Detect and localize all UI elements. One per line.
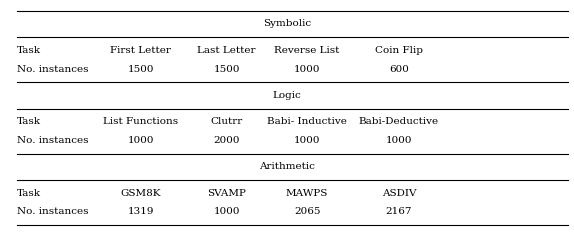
Text: 2000: 2000 (214, 136, 240, 145)
Text: First Letter: First Letter (110, 46, 171, 55)
Text: Last Letter: Last Letter (197, 46, 256, 55)
Text: 1319: 1319 (127, 207, 154, 216)
Text: 1500: 1500 (214, 65, 240, 74)
Text: Task: Task (17, 117, 41, 126)
Text: 1000: 1000 (294, 65, 320, 74)
Text: Clutrr: Clutrr (211, 117, 243, 126)
Text: MAWPS: MAWPS (286, 189, 328, 198)
Text: Task: Task (17, 46, 41, 55)
Text: Babi- Inductive: Babi- Inductive (267, 117, 347, 126)
Text: Symbolic: Symbolic (263, 20, 311, 29)
Text: No. instances: No. instances (17, 65, 89, 74)
Text: List Functions: List Functions (103, 117, 178, 126)
Text: 600: 600 (389, 65, 409, 74)
Text: 1000: 1000 (386, 136, 412, 145)
Text: 1500: 1500 (127, 65, 154, 74)
Text: Babi-Deductive: Babi-Deductive (359, 117, 439, 126)
Text: No. instances: No. instances (17, 136, 89, 145)
Text: Coin Flip: Coin Flip (375, 46, 423, 55)
Text: SVAMP: SVAMP (207, 189, 246, 198)
Text: 1000: 1000 (214, 207, 240, 216)
Text: ASDIV: ASDIV (382, 189, 416, 198)
Text: 1000: 1000 (294, 136, 320, 145)
Text: Arithmetic: Arithmetic (259, 162, 315, 171)
Text: No. instances: No. instances (17, 207, 89, 216)
Text: Logic: Logic (273, 91, 301, 100)
Text: 2065: 2065 (294, 207, 320, 216)
Text: 1000: 1000 (127, 136, 154, 145)
Text: Task: Task (17, 189, 41, 198)
Text: 2167: 2167 (386, 207, 412, 216)
Text: GSM8K: GSM8K (121, 189, 161, 198)
Text: Reverse List: Reverse List (274, 46, 340, 55)
